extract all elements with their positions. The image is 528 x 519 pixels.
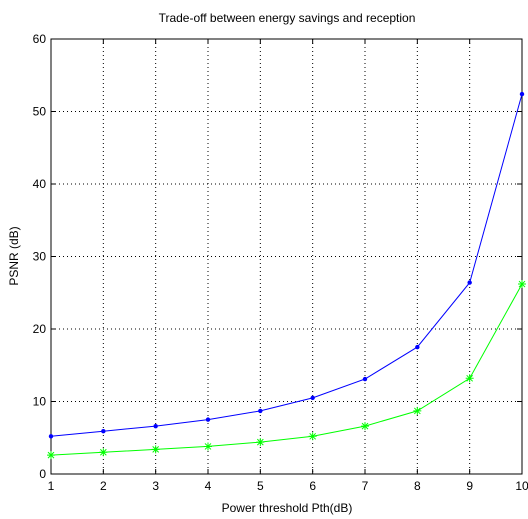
series-2-markers [47,280,526,460]
x-tick-label-2: 3 [152,479,159,493]
x-tick-label-1: 2 [100,479,107,493]
series-1-point-3 [153,423,158,429]
series-2-point-6 [308,432,317,441]
plot-area: 1 2 3 4 5 6 7 8 9 10 0 10 20 30 40 50 60 [33,32,528,493]
series-2-line [50,283,523,456]
y-tick-label-2: 20 [33,322,47,336]
series-1-point-1 [48,434,54,439]
series-1-point-10 [519,91,525,97]
x-tick-label-6: 7 [362,479,369,493]
series-2-point-9 [465,374,474,383]
x-tick-label-9: 10 [515,479,528,493]
series-1-point-9 [467,280,472,285]
series-1-point-8 [415,344,420,350]
series-1-point-6 [310,395,315,401]
series-2-point-8 [413,406,422,415]
series-2-point-2 [99,448,108,457]
series-1-point-2 [101,429,106,434]
y-tick-label-3: 30 [33,250,47,264]
x-tick-label-8: 9 [466,479,473,493]
x-tick-label-4: 5 [257,479,264,493]
series-2-point-5 [256,438,265,447]
series-2-point-10 [518,280,526,289]
x-tick-label-7: 8 [414,479,421,493]
series-2-point-7 [361,422,369,431]
y-tick-label-1: 10 [33,395,47,409]
series-2-point-4 [204,442,212,451]
y-axis-label: PSNR (dB) [7,226,21,285]
series-1-point-4 [205,417,211,422]
y-tick-label-6: 60 [33,32,47,46]
series-2-point-3 [151,445,160,454]
y-tick-label-5: 50 [33,105,47,119]
y-tick-label-4: 40 [33,177,47,191]
series-2-point-1 [47,451,55,460]
series-1-markers [48,91,525,439]
x-tick-label-3: 4 [205,479,212,493]
series-1-point-7 [362,376,368,382]
series-1-line [50,93,523,437]
x-axis-label: Power threshold Pth(dB) [222,501,353,515]
y-tick-label-0: 0 [39,467,46,481]
x-tick-label-0: 1 [48,479,55,493]
chart-title: Trade-off between energy savings and rec… [159,11,416,25]
series-1-point-5 [258,408,263,414]
x-tick-label-5: 6 [309,479,316,493]
